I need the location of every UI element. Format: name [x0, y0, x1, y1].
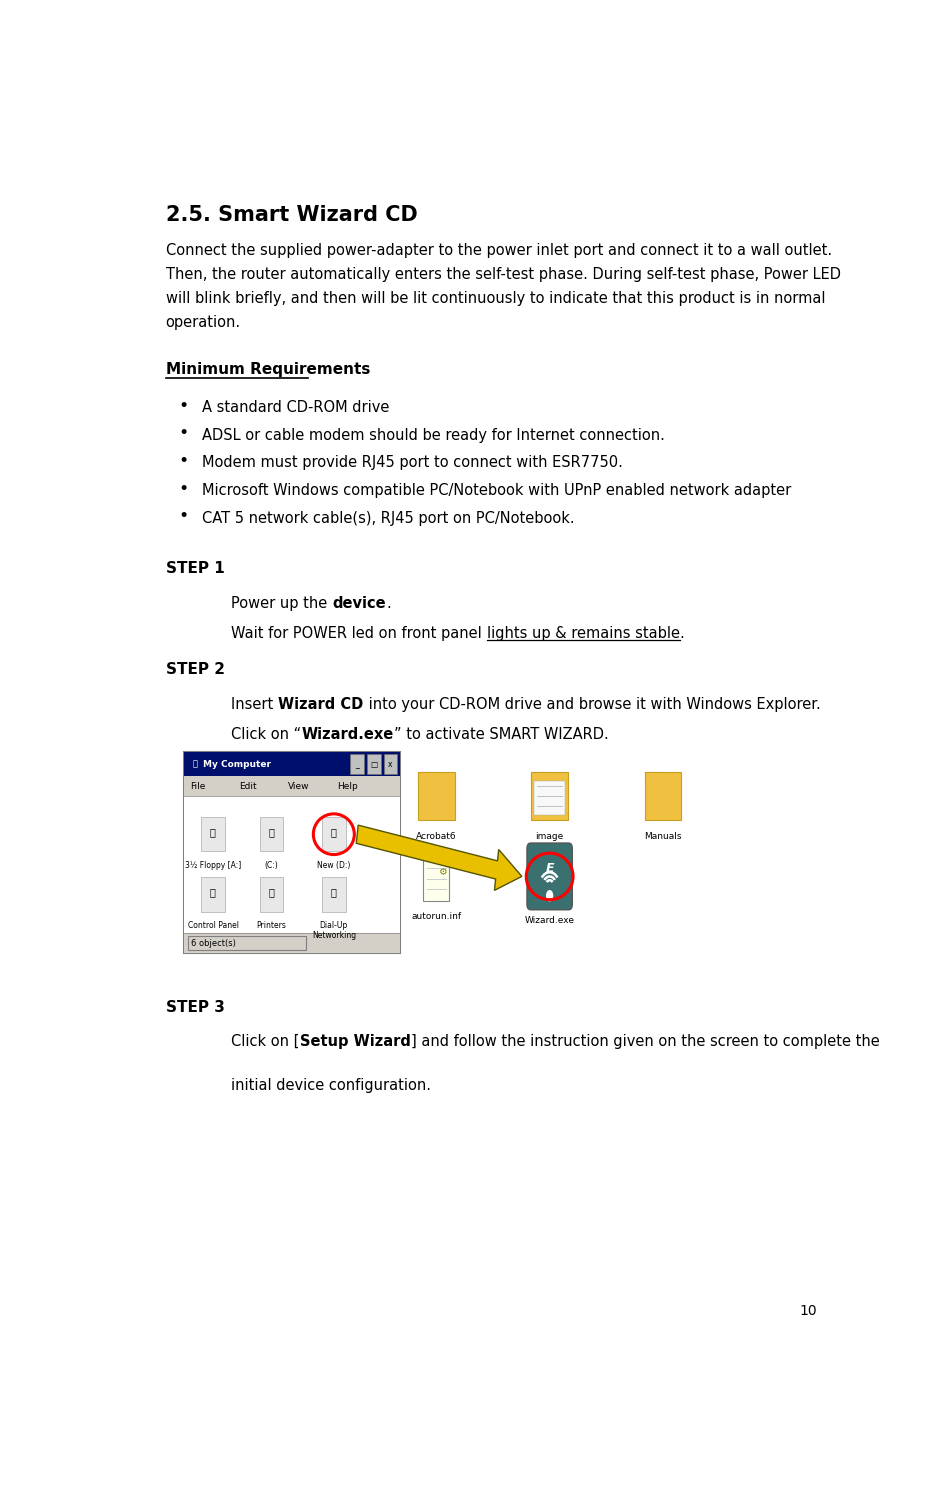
FancyBboxPatch shape — [418, 751, 828, 953]
Text: Setup Wizard: Setup Wizard — [300, 1034, 411, 1049]
Text: Wizard.exe: Wizard.exe — [525, 916, 575, 925]
Text: Connect the supplied power-adapter to the power inlet port and connect it to a w: Connect the supplied power-adapter to th… — [165, 242, 832, 257]
FancyBboxPatch shape — [184, 932, 399, 953]
Text: .: . — [680, 626, 684, 641]
Text: □: □ — [370, 760, 378, 769]
Text: E: E — [546, 862, 554, 874]
Polygon shape — [356, 825, 522, 890]
Text: CAT 5 network cable(s), RJ45 port on PC/Notebook.: CAT 5 network cable(s), RJ45 port on PC/… — [202, 511, 575, 526]
Text: (C:): (C:) — [264, 861, 278, 870]
FancyBboxPatch shape — [260, 817, 283, 852]
FancyBboxPatch shape — [366, 754, 380, 774]
Text: into your CD-ROM drive and browse it with Windows Explorer.: into your CD-ROM drive and browse it wit… — [363, 698, 820, 713]
Text: 🖨️: 🖨️ — [269, 887, 275, 898]
FancyBboxPatch shape — [423, 852, 449, 901]
Text: 6 object(s): 6 object(s) — [191, 938, 236, 947]
Text: Help: Help — [337, 781, 358, 790]
Text: •: • — [178, 397, 189, 415]
Text: ] and follow the instruction given on the screen to complete the: ] and follow the instruction given on th… — [411, 1034, 880, 1049]
FancyBboxPatch shape — [531, 772, 548, 781]
Text: 10: 10 — [799, 1304, 817, 1318]
Text: ⚙: ⚙ — [438, 867, 447, 877]
Text: STEP 2: STEP 2 — [165, 662, 225, 677]
Text: Dial-Up
Networking: Dial-Up Networking — [312, 920, 356, 940]
FancyBboxPatch shape — [418, 772, 434, 781]
Text: x: x — [388, 760, 393, 769]
FancyBboxPatch shape — [322, 877, 346, 911]
Text: ” to activate SMART WIZARD.: ” to activate SMART WIZARD. — [394, 728, 609, 743]
Text: File: File — [190, 781, 205, 790]
Text: 💾: 💾 — [269, 826, 275, 837]
Text: A standard CD-ROM drive: A standard CD-ROM drive — [202, 400, 390, 415]
Text: 🖥️: 🖥️ — [211, 887, 216, 898]
Text: _: _ — [355, 760, 359, 769]
Text: Microsoft Windows compatible PC/Notebook with UPnP enabled network adapter: Microsoft Windows compatible PC/Notebook… — [202, 483, 791, 498]
Text: autorun.inf: autorun.inf — [412, 911, 462, 922]
Text: .: . — [386, 596, 391, 611]
Text: Insert: Insert — [231, 698, 278, 713]
FancyBboxPatch shape — [184, 796, 399, 932]
Text: •: • — [178, 424, 189, 442]
Text: 📡: 📡 — [331, 887, 337, 898]
Text: Edit: Edit — [239, 781, 257, 790]
FancyBboxPatch shape — [201, 817, 225, 852]
Text: •: • — [178, 451, 189, 471]
Text: Click on [: Click on [ — [231, 1034, 300, 1049]
Text: View: View — [288, 781, 310, 790]
Text: Wait for POWER led on front panel: Wait for POWER led on front panel — [231, 626, 487, 641]
Text: Power up the: Power up the — [231, 596, 332, 611]
FancyBboxPatch shape — [645, 772, 661, 781]
FancyBboxPatch shape — [534, 781, 565, 816]
Text: Click on “: Click on “ — [231, 728, 301, 743]
Text: will blink briefly, and then will be lit continuously to indicate that this prod: will blink briefly, and then will be lit… — [165, 291, 825, 306]
FancyBboxPatch shape — [184, 777, 399, 796]
Text: •: • — [178, 480, 189, 498]
Text: initial device configuration.: initial device configuration. — [231, 1077, 431, 1092]
FancyBboxPatch shape — [322, 817, 346, 852]
FancyBboxPatch shape — [527, 843, 572, 910]
Text: ADSL or cable modem should be ready for Internet connection.: ADSL or cable modem should be ready for … — [202, 427, 665, 442]
Text: Modem must provide RJ45 port to connect with ESR7750.: Modem must provide RJ45 port to connect … — [202, 456, 623, 471]
FancyBboxPatch shape — [260, 877, 283, 911]
Text: Manuals: Manuals — [645, 832, 682, 841]
FancyBboxPatch shape — [645, 772, 682, 820]
Text: Acrobat6: Acrobat6 — [416, 832, 457, 841]
Text: 🖨️: 🖨️ — [211, 826, 216, 837]
Text: operation.: operation. — [165, 315, 241, 330]
FancyBboxPatch shape — [383, 754, 397, 774]
Text: Wizard.exe: Wizard.exe — [301, 728, 394, 743]
FancyBboxPatch shape — [531, 772, 568, 820]
FancyBboxPatch shape — [350, 754, 363, 774]
Text: Wizard CD: Wizard CD — [278, 698, 363, 713]
FancyBboxPatch shape — [188, 937, 306, 950]
Text: •: • — [178, 506, 189, 524]
Text: Control Panel: Control Panel — [188, 920, 239, 929]
Text: 💿: 💿 — [331, 826, 337, 837]
Circle shape — [546, 890, 553, 901]
Text: 3½ Floppy [A:]: 3½ Floppy [A:] — [185, 861, 242, 870]
FancyBboxPatch shape — [201, 877, 225, 911]
Text: device: device — [332, 596, 386, 611]
Text: 2.5. Smart Wizard CD: 2.5. Smart Wizard CD — [165, 205, 417, 224]
Text: STEP 1: STEP 1 — [165, 562, 225, 577]
Text: lights up & remains stable: lights up & remains stable — [487, 626, 680, 641]
Text: New (D:): New (D:) — [317, 861, 350, 870]
Text: Minimum Requirements: Minimum Requirements — [165, 362, 370, 376]
FancyBboxPatch shape — [184, 751, 399, 777]
Text: My Computer: My Computer — [203, 760, 271, 769]
Text: Printers: Printers — [257, 920, 287, 929]
Text: image: image — [535, 832, 564, 841]
FancyBboxPatch shape — [418, 772, 455, 820]
Text: Then, the router automatically enters the self-test phase. During self-test phas: Then, the router automatically enters th… — [165, 267, 840, 282]
Text: 🖥: 🖥 — [193, 760, 197, 769]
Text: STEP 3: STEP 3 — [165, 999, 225, 1014]
FancyBboxPatch shape — [184, 751, 399, 953]
